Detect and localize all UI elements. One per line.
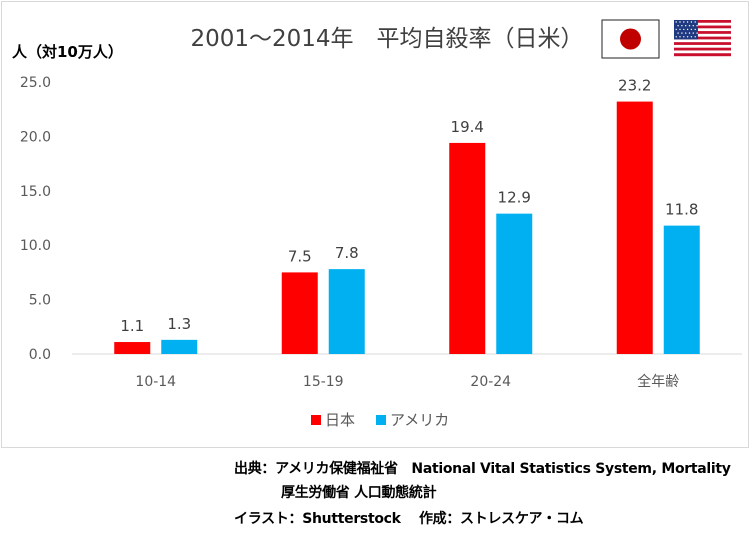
credit-line: イラスト：Shutterstock 作成：ストレスケア・コム [234,511,584,527]
x-tick-label: 全年齢 [637,373,679,390]
source-line: 出典：アメリカ保健福祉省 National Vital Statistics S… [234,461,731,477]
data-label: 1.3 [167,315,191,333]
data-label: 11.8 [665,201,698,219]
legend: 日本 アメリカ [311,411,449,429]
usa-flag [674,20,731,57]
bar-usa-1 [328,269,365,354]
legend-swatch [376,415,386,425]
data-label: 7.8 [335,244,359,262]
y-tick-label: 5.0 [29,293,51,309]
data-labels: 1.1 1.3 7.5 7.8 19.4 12.9 23.2 11.8 [120,77,698,335]
data-label: 12.9 [498,189,531,207]
bar-japan-1 [281,272,318,354]
y-tick-label: 25.0 [20,75,51,91]
y-tick-label: 20.0 [20,129,51,145]
y-tick-label: 0.0 [29,347,51,363]
x-tick-label: 15-19 [303,374,344,390]
y-axis-unit-label: 人（対10万人） [12,43,123,61]
japan-flag [601,19,660,59]
chart-title: 2001～2014年 平均自殺率（日米） [190,26,583,52]
x-axis-ticks: 10-14 15-19 20-24 全年齢 [135,373,679,390]
data-label: 23.2 [618,77,651,95]
x-tick-label: 20-24 [470,374,511,390]
y-tick-label: 15.0 [20,184,51,200]
y-axis-ticks: 0.0 5.0 10.0 15.0 20.0 25.0 [20,75,51,363]
bar-chart: 2001～2014年 平均自殺率（日米） 人（対10万人） 0.0 5.0 10.0… [12,19,742,429]
x-tick-label: 10-14 [135,374,176,390]
data-label: 7.5 [288,247,312,265]
bar-usa-3 [663,225,700,354]
legend-swatch [311,415,321,425]
bar-japan-2 [449,142,486,354]
legend-label: アメリカ [390,411,449,429]
bars [114,101,700,354]
bar-usa-2 [496,213,533,354]
bar-usa-0 [161,339,198,354]
bar-japan-3 [616,101,653,354]
source-line-2: 厚生労働省 人口動態統計 [281,485,437,501]
legend-label: 日本 [325,411,355,429]
y-tick-label: 10.0 [20,238,51,254]
data-label: 19.4 [451,118,484,136]
bar-japan-0 [114,342,151,354]
data-label: 1.1 [120,317,144,335]
footer: 出典：アメリカ保健福祉省 National Vital Statistics S… [0,452,752,550]
chart-frame: 2001～2014年 平均自殺率（日米） 人（対10万人） 0.0 5.0 10.0… [1,1,749,448]
